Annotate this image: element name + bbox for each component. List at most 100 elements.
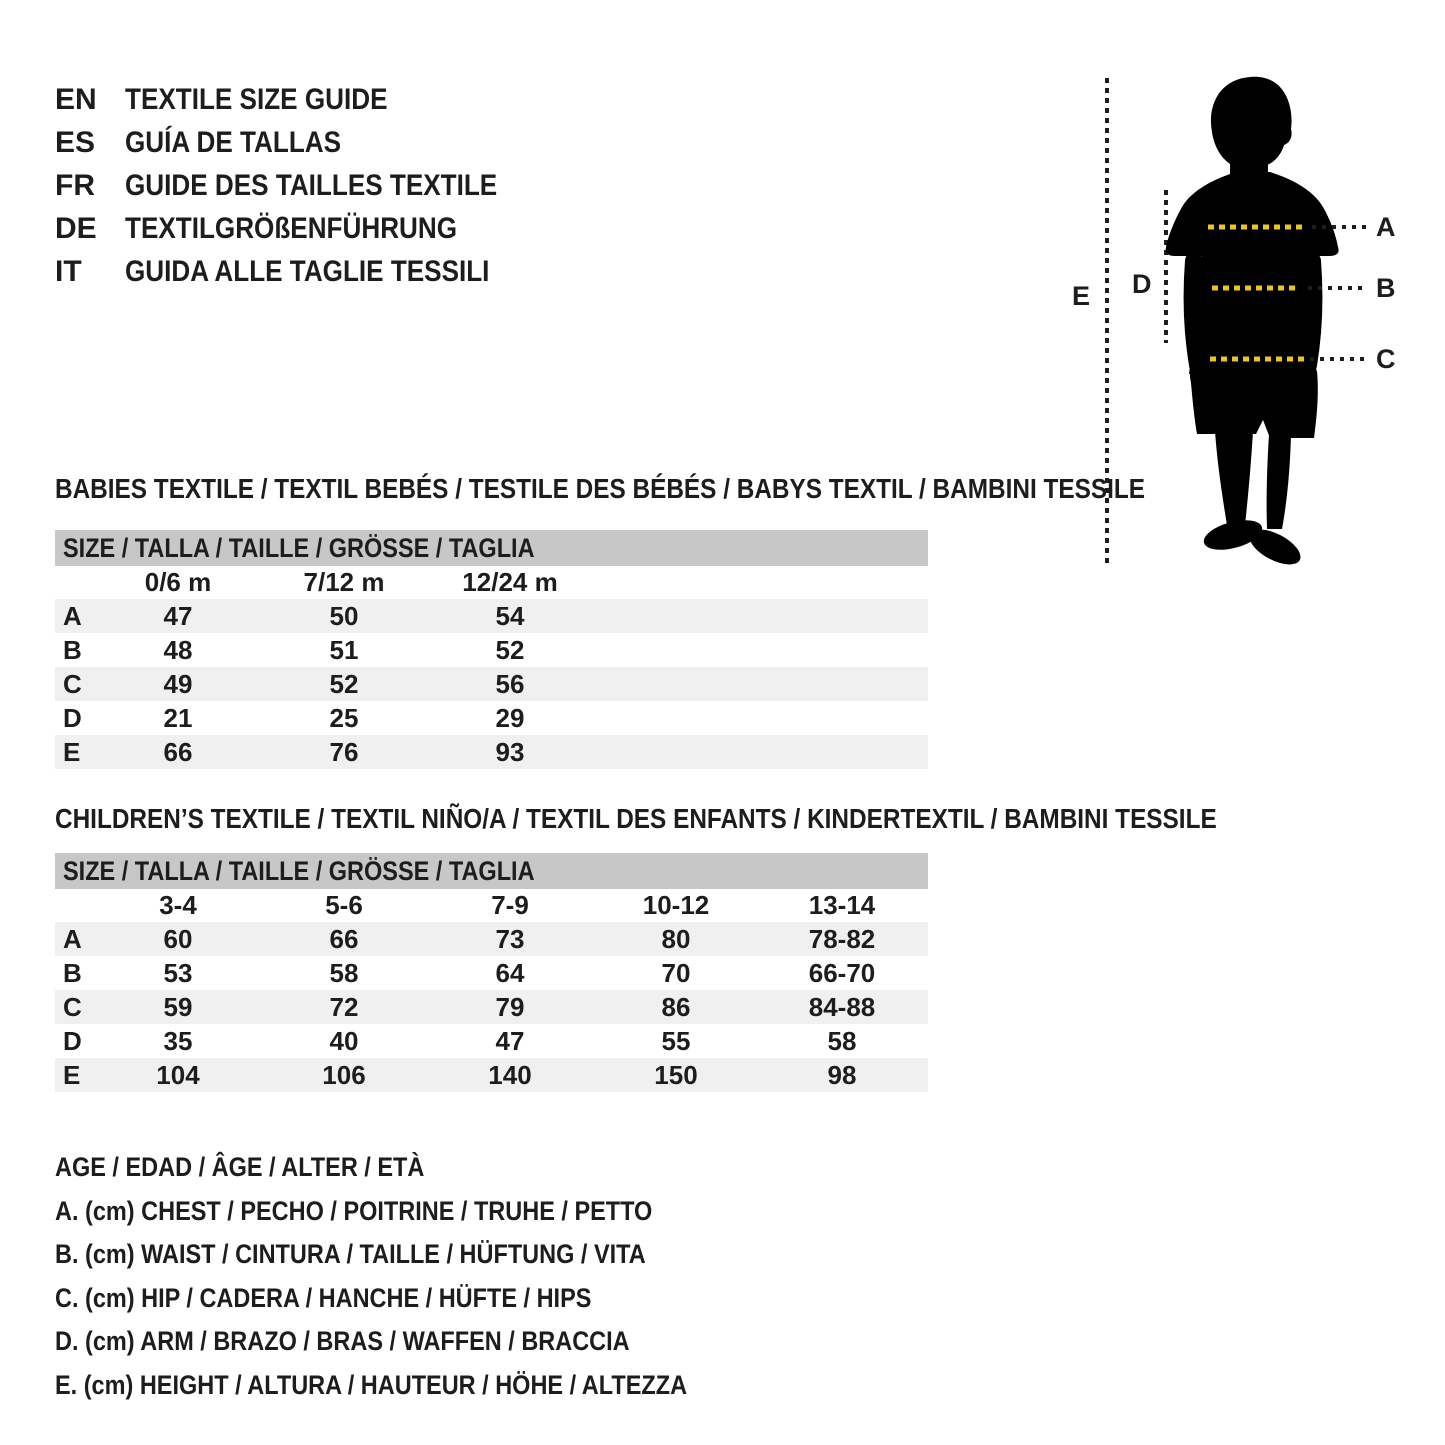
column-header: 3-4 [159,890,197,920]
column-header-row: 3-4 5-6 7-9 10-12 13-14 [55,889,928,922]
row-label: C [55,667,95,701]
column-header: 12/24 m [462,567,558,597]
size-cell: 78-82 [759,922,925,956]
chest-label: A [1376,212,1396,242]
size-cell: 56 [427,667,593,701]
language-code: DE [55,212,97,245]
size-cell: 86 [593,990,759,1024]
page-title: GUÍA DE TALLAS [125,126,342,159]
babies-section-title-text: BABIES TEXTILE / TEXTIL BEBÉS / TESTILE … [55,473,1146,504]
language-code: FR [55,169,95,202]
spacer-cell [593,701,928,735]
size-cell: 40 [329,1025,359,1056]
spacer-cell [593,735,928,769]
table-header-bar: SIZE / TALLA / TAILLE / GRÖSSE / TAGLIA [55,853,928,889]
language-code: EN [55,83,97,116]
table-header-bar: SIZE / TALLA / TAILLE / GRÖSSE / TAGLIA [55,530,928,566]
spacer-cell [55,889,95,922]
page-title: GUIDE DES TAILLES TEXTILE [125,169,498,202]
size-cell: 53 [163,957,193,988]
size-cell: 47 [495,1025,525,1056]
table-header-cell: SIZE / TALLA / TAILLE / GRÖSSE / TAGLIA [55,530,928,566]
size-cell: 93 [427,735,593,769]
row-label: E [55,735,95,769]
row-label: D [63,702,82,733]
row-label: D [63,1025,82,1056]
size-cell: 73 [427,922,593,956]
spacer-cell [925,1058,928,1092]
size-cell: 50 [261,599,427,633]
size-cell: 52 [261,667,427,701]
table-header-text: SIZE / TALLA / TAILLE / GRÖSSE / TAGLIA [63,855,535,886]
size-cell: 106 [261,1058,427,1092]
table-row: D 21 25 29 [55,701,928,735]
row-label: C [55,990,95,1024]
language-row: IT GUIDA ALLE TAGLIE TESSILI [55,250,553,293]
legend-age-line: AGE / EDAD / ÂGE / ALTER / ETÀ [55,1146,781,1190]
size-cell: 25 [329,702,359,733]
size-cell: 29 [495,702,525,733]
size-cell: 150 [593,1058,759,1092]
language-row: FR GUIDE DES TAILLES TEXTILE [55,164,553,207]
spacer-cell [593,599,928,633]
legend-text: AGE / EDAD / ÂGE / ALTER / ETÀ [55,1152,425,1182]
language-code: IT [55,255,82,288]
spacer-cell [55,566,95,599]
spacer-cell [925,990,928,1024]
language-row: DE TEXTILGRÖßENFÜHRUNG [55,207,553,250]
size-cell: 48 [163,634,193,665]
child-silhouette [1165,76,1339,565]
column-header: 7/12 m [303,567,385,597]
language-code: ES [55,126,96,159]
babies-size-table: SIZE / TALLA / TAILLE / GRÖSSE / TAGLIA … [55,530,928,769]
legend-waist-line: B. (cm) WAIST / CINTURA / TAILLE / HÜFTU… [55,1233,781,1277]
spacer-cell [925,889,928,922]
table-row: A 60 66 73 80 78-82 [55,922,928,956]
measurement-legend: AGE / EDAD / ÂGE / ALTER / ETÀ A. (cm) C… [55,1146,781,1407]
table-row: B 48 51 52 [55,633,928,667]
language-title-block: EN TEXTILE SIZE GUIDE ES GUÍA DE TALLAS FR… [55,78,553,293]
table-header-text: SIZE / TALLA / TAILLE / GRÖSSE / TAGLIA [63,532,535,563]
legend-arm-line: D. (cm) ARM / BRAZO / BRAS / WAFFEN / BR… [55,1320,781,1364]
row-label: B [63,634,82,665]
size-cell: 54 [427,599,593,633]
row-label: A [55,922,95,956]
table-row: C 49 52 56 [55,667,928,701]
size-cell: 60 [95,922,261,956]
size-cell: 76 [261,735,427,769]
legend-text: A. (cm) CHEST / PECHO / POITRINE / TRUHE… [55,1195,653,1226]
waist-label: B [1376,273,1396,303]
page-title: TEXTILGRÖßENFÜHRUNG [125,212,458,245]
size-cell: 49 [95,667,261,701]
babies-section-title: BABIES TEXTILE / TEXTIL BEBÉS / TESTILE … [55,474,1308,504]
arm-label: D [1132,269,1152,299]
page-title: GUIDA ALLE TAGLIE TESSILI [125,255,490,288]
column-header: 13-14 [808,890,876,920]
spacer-cell [925,956,928,990]
legend-chest-line: A. (cm) CHEST / PECHO / POITRINE / TRUHE… [55,1190,781,1234]
legend-text: C. (cm) HIP / CADERA / HANCHE / HÜFTE / … [55,1282,592,1313]
legend-text: D. (cm) ARM / BRAZO / BRAS / WAFFEN / BR… [55,1326,630,1356]
table-header-cell: SIZE / TALLA / TAILLE / GRÖSSE / TAGLIA [55,853,928,889]
child-measure-figure: A B C D E [1072,76,1396,565]
table-row: B 53 58 64 70 66-70 [55,956,928,990]
spacer-cell [925,922,928,956]
size-cell: 66 [95,735,261,769]
page-title: TEXTILE SIZE GUIDE [125,83,388,116]
size-cell: 140 [427,1058,593,1092]
row-label: A [55,599,95,633]
children-section-title-text: CHILDREN’S TEXTILE / TEXTIL NIÑO/A / TEX… [55,803,1217,834]
size-cell: 52 [495,634,525,665]
size-cell: 84-88 [759,990,925,1024]
size-cell: 58 [329,957,359,988]
size-cell: 104 [95,1058,261,1092]
size-cell: 47 [95,599,261,633]
column-header: 7-9 [491,890,529,920]
size-cell: 66-70 [808,957,876,988]
spacer-cell [593,633,928,667]
spacer-cell [593,566,928,599]
legend-height-line: E. (cm) HEIGHT / ALTURA / HAUTEUR / HÖHE… [55,1364,781,1408]
spacer-cell [925,1024,928,1058]
size-cell: 80 [593,922,759,956]
